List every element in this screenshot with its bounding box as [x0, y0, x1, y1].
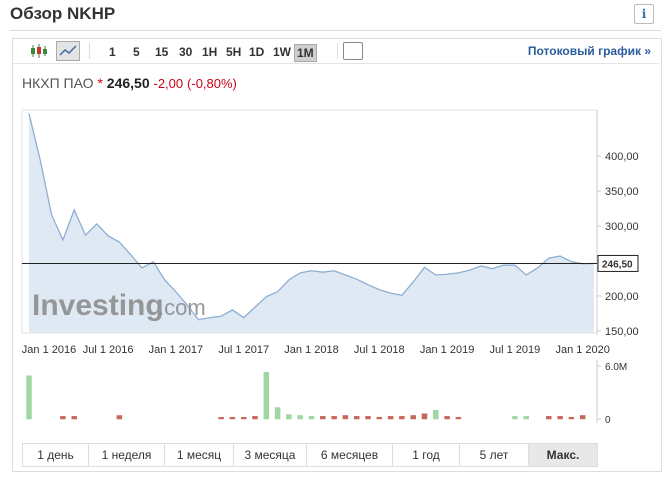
interval-button[interactable]: 1M [294, 44, 317, 62]
interval-button[interactable]: 1D [249, 45, 265, 59]
x-tick-label: Jan 1 2016 [22, 344, 76, 356]
title: Обзор NKHP [10, 4, 116, 23]
volume-bar [410, 415, 416, 420]
y-tick-label: 6.0M [605, 362, 627, 373]
quote-price: 246,50 [106, 75, 150, 91]
volume-bar [26, 375, 32, 420]
x-tick-label: Jul 1 2017 [218, 344, 269, 356]
x-tick-label: Jan 1 2018 [284, 344, 338, 356]
range-button[interactable]: 3 месяца [233, 443, 306, 467]
volume-bar [342, 415, 349, 420]
quote-name: НКХП ПАО [22, 75, 94, 91]
volume-bar [399, 416, 405, 420]
volume-bar [444, 416, 450, 420]
price-area [29, 113, 594, 333]
range-button[interactable]: 6 месяцев [306, 443, 392, 467]
interval-button[interactable]: 1 [109, 45, 116, 59]
volume-bar [523, 416, 529, 420]
range-button[interactable]: Макс. [528, 443, 598, 467]
candles-icon[interactable] [29, 43, 49, 59]
y-tick-label: 0 [605, 415, 611, 426]
range-button[interactable]: 1 неделя [88, 443, 164, 467]
volume-bar [240, 416, 247, 420]
interval-button[interactable]: 30 [179, 45, 193, 59]
volume-bar [71, 416, 77, 420]
range-button[interactable]: 5 лет [459, 443, 528, 467]
interval-button[interactable]: 5 [133, 45, 140, 59]
volume-bar [421, 413, 428, 420]
x-tick-label: Jul 1 2019 [490, 344, 541, 356]
volume-bar [512, 416, 518, 420]
volume-bar [546, 416, 552, 420]
interval-button[interactable]: 1W [273, 45, 291, 59]
volume-bar [365, 416, 371, 420]
volume-bar [387, 416, 394, 420]
volume-bar [353, 416, 360, 420]
x-tick-label: Jan 1 2019 [420, 344, 474, 356]
volume-bar [331, 416, 337, 420]
x-tick-label: Jul 1 2018 [354, 344, 405, 356]
volume-bar [320, 416, 326, 420]
volume-bar [263, 371, 270, 420]
x-tick-label: Jan 1 2017 [149, 344, 203, 356]
volume-bar [433, 409, 439, 420]
interval-button[interactable]: 15 [155, 45, 169, 59]
watermark-brand: Investing [32, 289, 164, 322]
quote: НКХП ПАО * 246,50 -2,00 (-0,80%) [22, 75, 237, 91]
volume-bar [579, 415, 586, 420]
volume-bar [274, 407, 281, 420]
volume-bar [116, 415, 123, 420]
range-button[interactable]: 1 год [392, 443, 459, 467]
volume-bar [455, 416, 462, 420]
interval-button[interactable]: 5H [226, 45, 242, 59]
separator [337, 43, 338, 59]
volume-bar [297, 415, 303, 420]
range-buttons: 1 день 1 неделя 1 месяц 3 месяца 6 месяцев 1 … [22, 443, 598, 467]
volume-bar [308, 416, 315, 420]
y-tick-label: 150,00 [605, 326, 639, 338]
volume-bar [568, 416, 575, 420]
y-tick-label: 300,00 [605, 221, 639, 233]
volume-bar [252, 416, 258, 420]
info-button[interactable]: i [634, 4, 654, 24]
separator [89, 43, 90, 59]
stream-link[interactable]: Потоковый график » [527, 44, 651, 58]
volume-bar [286, 414, 292, 420]
divider [10, 30, 661, 31]
quote-change: -2,00 [153, 76, 184, 91]
x-tick-label: Jan 1 2020 [555, 344, 609, 356]
volume-bar [557, 416, 563, 420]
y-tick-label: 400,00 [605, 151, 639, 163]
watermark-suffix: .com [158, 295, 206, 320]
range-button[interactable]: 1 месяц [164, 443, 233, 467]
chart: 150,00 200,00 300,00 350,00 400,00 Investing.… [21, 109, 639, 426]
range-button[interactable]: 1 день [22, 443, 88, 467]
volume-bar [376, 416, 383, 420]
y-tick-label: 350,00 [605, 186, 639, 198]
volume-bar [229, 416, 236, 420]
reference-label-box [597, 254, 639, 272]
reference-label: 246,50 [602, 259, 633, 270]
toolbar: 1 5 15 30 1H 5H 1D 1W 1M [13, 39, 659, 64]
widget-frame [12, 38, 662, 472]
quote-change-percent: (-0,80%) [187, 76, 237, 91]
price-line [28, 113, 595, 321]
volume-bar [218, 416, 224, 420]
line-icon[interactable] [56, 41, 80, 61]
quote-marker: * [97, 75, 103, 91]
interval-button[interactable]: 1H [202, 45, 218, 59]
table-icon[interactable] [343, 42, 363, 60]
x-tick-label: Jul 1 2016 [83, 344, 134, 356]
volume-bar [60, 416, 66, 420]
y-tick-label: 200,00 [605, 291, 639, 303]
